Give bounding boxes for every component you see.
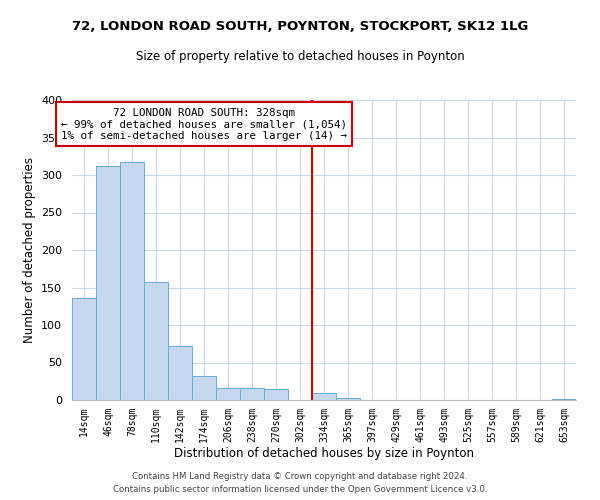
Bar: [240, 388, 264, 400]
Text: Size of property relative to detached houses in Poynton: Size of property relative to detached ho…: [136, 50, 464, 63]
Bar: [72, 298, 96, 400]
X-axis label: Distribution of detached houses by size in Poynton: Distribution of detached houses by size …: [174, 447, 474, 460]
Text: 72, LONDON ROAD SOUTH, POYNTON, STOCKPORT, SK12 1LG: 72, LONDON ROAD SOUTH, POYNTON, STOCKPOR…: [72, 20, 528, 33]
Bar: [264, 389, 288, 400]
Bar: [120, 162, 144, 400]
Bar: [168, 346, 192, 400]
Bar: [216, 388, 240, 400]
Text: Contains public sector information licensed under the Open Government Licence v3: Contains public sector information licen…: [113, 484, 487, 494]
Bar: [336, 398, 360, 400]
Text: Contains HM Land Registry data © Crown copyright and database right 2024.: Contains HM Land Registry data © Crown c…: [132, 472, 468, 481]
Bar: [192, 376, 216, 400]
Y-axis label: Number of detached properties: Number of detached properties: [23, 157, 35, 343]
Bar: [552, 398, 576, 400]
Bar: [312, 393, 336, 400]
Text: 72 LONDON ROAD SOUTH: 328sqm
← 99% of detached houses are smaller (1,054)
1% of : 72 LONDON ROAD SOUTH: 328sqm ← 99% of de…: [61, 108, 347, 140]
Bar: [144, 282, 168, 400]
Bar: [96, 166, 120, 400]
